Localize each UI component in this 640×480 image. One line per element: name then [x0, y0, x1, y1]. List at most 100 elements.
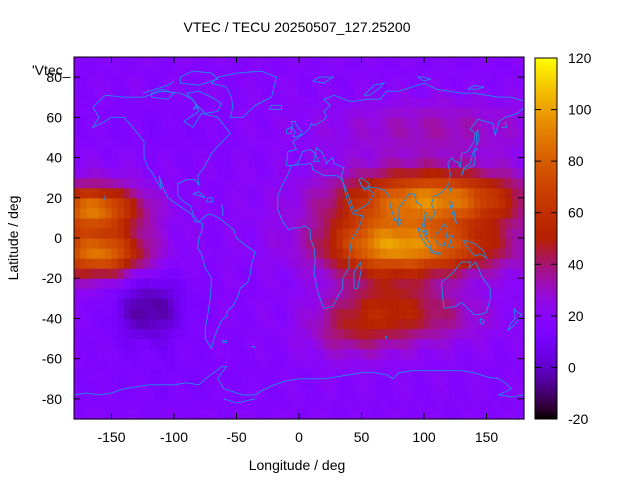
heatmap-cell: [330, 368, 338, 380]
heatmap-cell: [267, 107, 275, 118]
heatmap-cell: [449, 97, 456, 108]
heatmap-cell: [280, 57, 288, 68]
heatmap-cell: [330, 127, 338, 139]
heatmap-cell: [174, 328, 181, 340]
heatmap-cell: [117, 167, 125, 179]
heatmap-cell: [467, 77, 475, 88]
heatmap-cell: [155, 298, 163, 309]
heatmap-cell: [442, 87, 450, 98]
heatmap-cell: [186, 338, 194, 350]
heatmap-cell: [180, 268, 188, 279]
heatmap-cell: [455, 57, 463, 68]
heatmap-cell: [111, 217, 119, 229]
heatmap-cell: [324, 378, 331, 390]
heatmap-cell: [86, 107, 94, 118]
heatmap-cell: [311, 378, 319, 390]
heatmap-cell: [449, 227, 456, 239]
heatmap-cell: [305, 127, 313, 139]
heatmap-cell: [436, 288, 444, 299]
heatmap-cell: [111, 177, 119, 189]
heatmap-cell: [436, 207, 444, 219]
heatmap-cell: [242, 408, 250, 420]
heatmap-cell: [105, 197, 113, 209]
heatmap-cell: [330, 388, 338, 400]
heatmap-cell: [405, 187, 413, 199]
heatmap-cell: [242, 227, 250, 239]
heatmap-cell: [161, 157, 169, 169]
heatmap-cell: [86, 157, 94, 169]
heatmap-cell: [186, 378, 194, 390]
heatmap-cell: [242, 87, 250, 98]
heatmap-cell: [230, 197, 238, 209]
heatmap-cell: [467, 167, 475, 179]
heatmap-cell: [136, 278, 144, 289]
heatmap-cell: [392, 207, 400, 219]
heatmap-cell: [405, 408, 413, 420]
heatmap-cell: [499, 378, 506, 390]
heatmap-cell: [324, 207, 331, 219]
heatmap-cell: [211, 147, 219, 159]
heatmap-cell: [80, 107, 88, 118]
heatmap-cell: [392, 348, 400, 360]
heatmap-cell: [461, 177, 469, 189]
heatmap-cell: [74, 127, 81, 139]
heatmap-cell: [499, 408, 506, 420]
heatmap-cell: [424, 97, 431, 108]
heatmap-cell: [99, 67, 106, 78]
heatmap-cell: [442, 258, 450, 269]
heatmap-cell: [211, 187, 219, 199]
coastlines: [73, 70, 525, 404]
heatmap-cell: [367, 338, 375, 350]
heatmap-cell: [486, 298, 494, 309]
heatmap-cell: [205, 368, 213, 380]
heatmap-cell: [517, 147, 525, 159]
heatmap-cell: [124, 408, 131, 420]
heatmap-cell: [392, 87, 400, 98]
heatmap-cell: [99, 217, 106, 229]
heatmap-cell: [374, 298, 381, 309]
heatmap-cell: [99, 368, 106, 380]
heatmap-cell: [217, 177, 225, 189]
heatmap-cell: [474, 167, 481, 179]
heatmap-cell: [80, 308, 88, 320]
heatmap-cell: [155, 227, 163, 239]
heatmap-cell: [205, 398, 213, 410]
heatmap-cell: [305, 338, 313, 350]
heatmap-cell: [474, 328, 481, 340]
heatmap-cell: [380, 298, 388, 309]
heatmap-cell: [142, 278, 150, 289]
heatmap-cell: [511, 227, 519, 239]
heatmap-cell: [342, 127, 350, 139]
heatmap-cell: [411, 238, 419, 249]
heatmap-cell: [236, 207, 244, 219]
heatmap-cell: [117, 358, 125, 370]
heatmap-cell: [167, 147, 175, 159]
heatmap-cell: [355, 348, 363, 360]
heatmap-cell: [317, 97, 325, 108]
heatmap-cell: [230, 77, 238, 88]
heatmap-cell: [130, 57, 138, 68]
heatmap-cell: [336, 127, 344, 139]
heatmap-cell: [361, 278, 369, 289]
heatmap-cell: [224, 167, 231, 179]
heatmap-cell: [480, 167, 488, 179]
heatmap-cell: [199, 378, 206, 390]
heatmap-cell: [361, 298, 369, 309]
heatmap-cell: [305, 227, 313, 239]
heatmap-cell: [242, 207, 250, 219]
heatmap-cell: [92, 238, 100, 249]
heatmap-cell: [499, 87, 506, 98]
y-tick-label: 20: [46, 190, 62, 206]
heatmap-cell: [142, 57, 150, 68]
heatmap-cell: [105, 338, 113, 350]
heatmap-cell: [142, 328, 150, 340]
heatmap-cell: [274, 298, 281, 309]
heatmap-cell: [261, 77, 269, 88]
heatmap-cell: [217, 107, 225, 118]
heatmap-cell: [224, 348, 231, 360]
heatmap-cell: [449, 217, 456, 229]
heatmap-cell: [286, 107, 294, 118]
heatmap-cell: [449, 408, 456, 420]
heatmap-cell: [299, 57, 306, 68]
